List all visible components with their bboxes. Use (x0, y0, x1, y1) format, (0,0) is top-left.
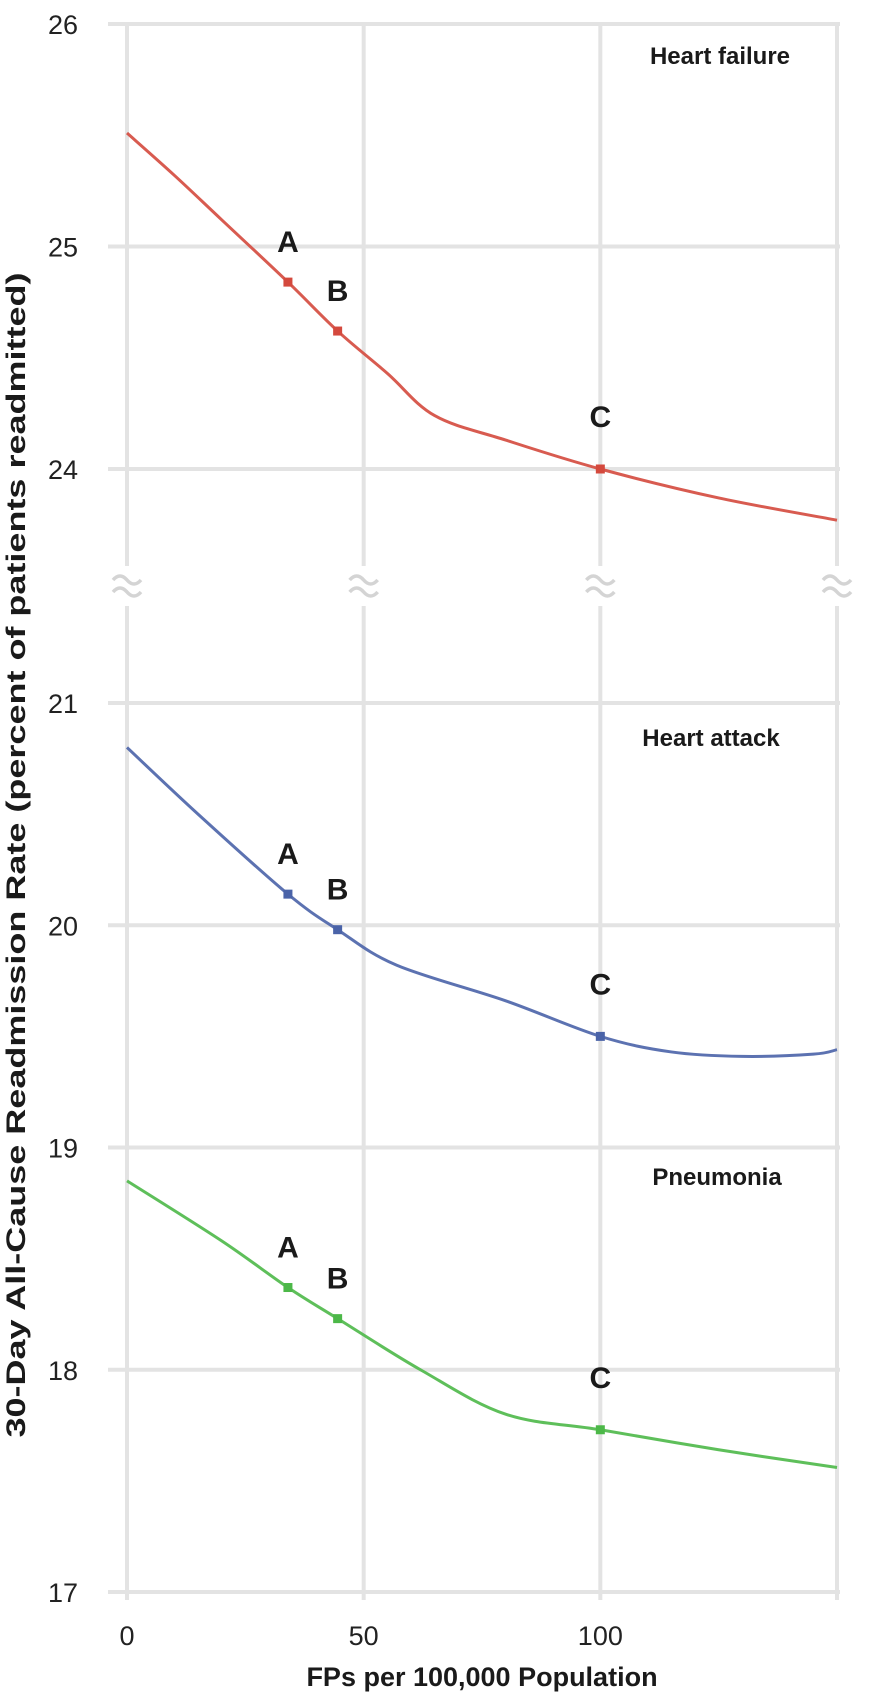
series-pneumonia: AB C Pneumonia (126, 1164, 838, 1470)
point-label-a: A (277, 226, 299, 259)
series-heart-attack: AB C Heart attack (125, 725, 838, 1058)
series-label: Pneumonia (652, 1164, 782, 1191)
point-label-a: A (277, 838, 299, 871)
point-label-b: B (327, 275, 349, 308)
y-tick-label: 20 (48, 911, 78, 941)
point-label-b: B (327, 1263, 349, 1296)
data-point-b (333, 326, 343, 336)
series-line (125, 746, 838, 1058)
axis-break-wave (111, 574, 143, 586)
y-tick-label: 24 (48, 455, 78, 485)
axis-break-wave (348, 586, 379, 598)
x-axis-title: FPs per 100,000 Population (306, 1662, 657, 1692)
point-label-b: B (327, 874, 349, 907)
y-tick-label: 26 (48, 10, 78, 40)
axis-break-wave (348, 574, 379, 586)
y-tick-label: 19 (48, 1134, 78, 1164)
point-label-c: C (589, 401, 611, 434)
y-tick-label: 25 (48, 233, 78, 263)
data-point-b (333, 1314, 343, 1324)
x-tick-label: 100 (578, 1621, 623, 1651)
data-point-a (283, 1283, 293, 1293)
tick-labels: 26 25 24 21 20 19 18 17 0 50 100 (48, 10, 623, 1651)
y-tick-label: 18 (48, 1356, 78, 1386)
data-point-c (595, 1425, 605, 1435)
axis-break-wave (821, 574, 853, 586)
axis-break-mark (585, 574, 616, 598)
x-tick-label: 0 (119, 1621, 134, 1651)
axis-break-mark (348, 574, 379, 598)
data-point-b (333, 925, 343, 935)
axis-break-wave (111, 586, 143, 598)
point-label-c: C (589, 968, 611, 1001)
x-tick-label: 50 (349, 1621, 379, 1651)
point-label-a: A (277, 1232, 299, 1265)
series-label: Heart attack (642, 725, 780, 752)
series-line (126, 131, 838, 522)
axis-break-mark (821, 574, 853, 598)
data-point-a (283, 889, 293, 899)
series-label: Heart failure (650, 43, 790, 70)
data-point-c (595, 1031, 605, 1041)
y-axis-title: 30-Day All-Cause Readmission Rate (perce… (1, 273, 31, 1438)
axis-break-wave (585, 586, 616, 598)
axis-break-wave (821, 586, 853, 598)
y-tick-label: 21 (48, 689, 78, 719)
y-tick-label: 17 (48, 1578, 78, 1608)
data-point-c (595, 464, 605, 474)
axis-break-wave (585, 574, 616, 586)
series-heart-failure: AB C Heart failure (126, 43, 838, 522)
data-point-a (283, 277, 293, 287)
point-label-c: C (589, 1362, 611, 1395)
grid (108, 22, 853, 1600)
series-line (126, 1179, 838, 1470)
axis-break-mark (111, 574, 143, 598)
